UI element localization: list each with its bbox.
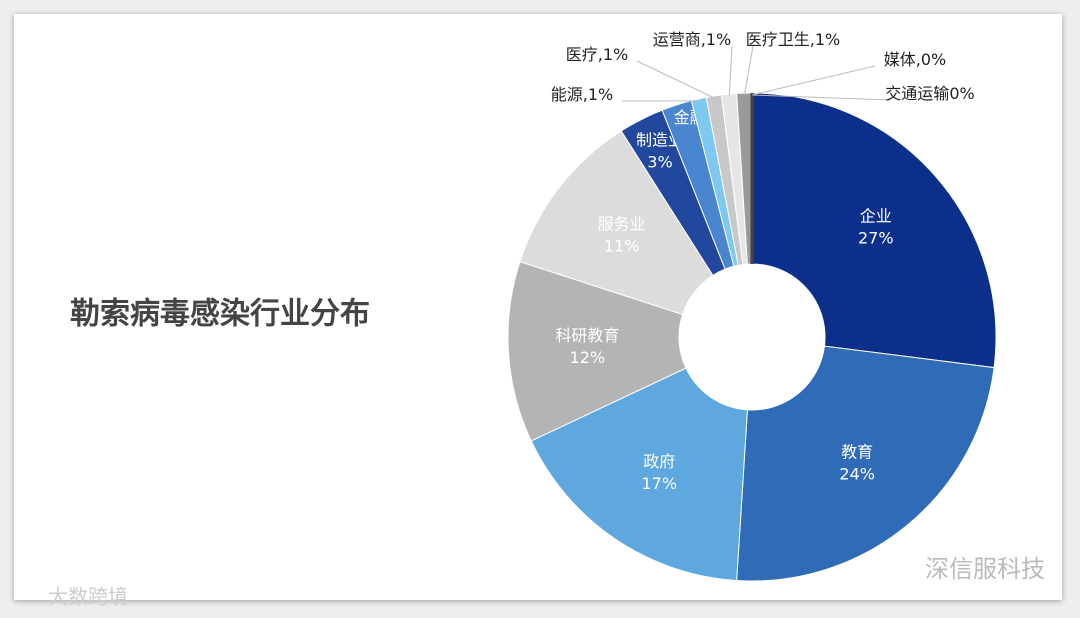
data-label: 运营商,1% bbox=[653, 30, 731, 49]
data-label: 医疗卫生,1% bbox=[746, 30, 840, 49]
leader-line bbox=[751, 65, 876, 96]
category-label: 服务业 bbox=[598, 214, 646, 233]
slice bbox=[751, 92, 997, 369]
value-label: ,1% bbox=[598, 45, 628, 64]
category-label: 运营商 bbox=[653, 30, 701, 49]
category-label: 交通运输 bbox=[885, 84, 949, 103]
slice bbox=[519, 130, 714, 316]
slice bbox=[507, 260, 687, 442]
leader-line bbox=[743, 45, 754, 96]
category-label: 政府 bbox=[643, 452, 675, 471]
value-label: ,1% bbox=[583, 85, 613, 104]
value-label: 12% bbox=[570, 348, 606, 367]
value-label: 27% bbox=[858, 228, 894, 247]
slice bbox=[530, 367, 748, 582]
value-label: 24% bbox=[839, 465, 875, 484]
value-label: 11% bbox=[604, 236, 640, 255]
category-label: 企业 bbox=[860, 206, 892, 225]
leader-line bbox=[728, 45, 733, 97]
category-label: 医疗卫生 bbox=[746, 30, 810, 49]
category-label: 能源 bbox=[551, 85, 583, 104]
value-label: 3% bbox=[647, 153, 672, 172]
value-label: 17% bbox=[641, 474, 677, 493]
category-label: 科研教育 bbox=[555, 326, 619, 345]
leader-line bbox=[751, 94, 891, 101]
value-label: ,1% bbox=[810, 30, 840, 49]
data-label: 媒体,0% bbox=[884, 50, 946, 69]
value-label: ,1% bbox=[701, 30, 731, 49]
watermark: 深信服科技 bbox=[925, 555, 1045, 583]
watermark: 大数跨境 bbox=[48, 585, 128, 609]
chart-title: 勒索病毒感染行业分布 bbox=[70, 297, 370, 332]
value-label: ,0% bbox=[916, 50, 946, 69]
data-label: 医疗,1% bbox=[566, 45, 628, 64]
slice bbox=[736, 345, 995, 582]
leader-line bbox=[636, 60, 715, 99]
category-label: 医疗 bbox=[566, 45, 598, 64]
data-label: 能源,1% bbox=[551, 85, 613, 104]
data-label: 交通运输0% bbox=[885, 84, 974, 103]
category-label: 媒体 bbox=[884, 50, 916, 69]
category-label: 教育 bbox=[841, 443, 873, 462]
value-label: 0% bbox=[949, 84, 974, 103]
